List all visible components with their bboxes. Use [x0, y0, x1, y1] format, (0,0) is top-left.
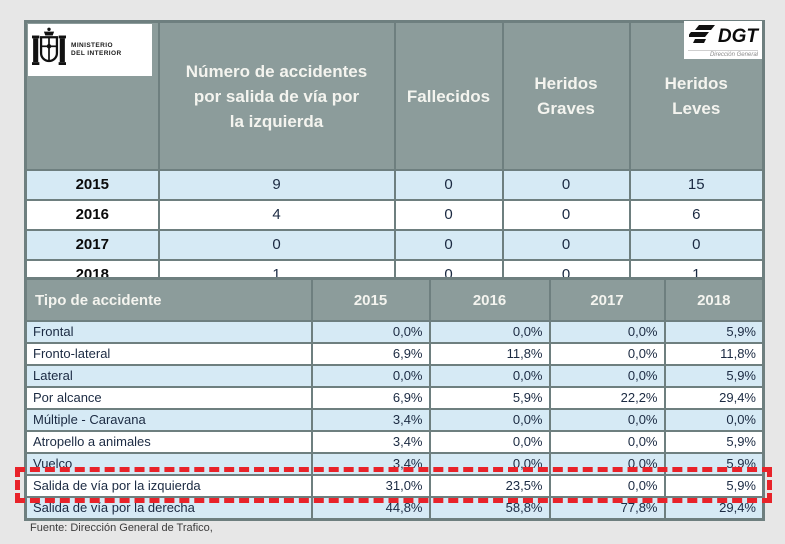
type-cell: Vuelco: [24, 452, 313, 476]
pct-cell: 5,9%: [663, 474, 765, 498]
value-cell: 0: [157, 229, 396, 261]
value-cell: 0: [501, 199, 631, 231]
pct-cell: 5,9%: [663, 364, 765, 388]
ministerio-interior-logo: MINISTERIO DEL INTERIOR: [28, 24, 152, 76]
t2-header-tipo: Tipo de accidente: [24, 277, 313, 322]
table-row: 2016 4 0 0 6: [24, 199, 765, 231]
pct-cell: 44,8%: [310, 496, 431, 521]
pct-cell: 0,0%: [548, 474, 666, 498]
table-row: 2015 9 0 0 15: [24, 169, 765, 201]
table-row: Frontal 0,0% 0,0% 0,0% 5,9%: [24, 320, 765, 344]
table-row: Lateral 0,0% 0,0% 0,0% 5,9%: [24, 364, 765, 388]
pct-cell: 0,0%: [548, 408, 666, 432]
accident-type-table: Tipo de accidente 2015 2016 2017 2018 Fr…: [24, 277, 765, 521]
value-cell: 0: [393, 229, 504, 261]
pct-cell: 77,8%: [548, 496, 666, 521]
pct-cell: 0,0%: [548, 320, 666, 344]
pct-cell: 0,0%: [428, 320, 551, 344]
pct-cell: 3,4%: [310, 408, 431, 432]
table-row: Vuelco 3,4% 0,0% 0,0% 5,9%: [24, 452, 765, 476]
pct-cell: 23,5%: [428, 474, 551, 498]
value-cell: 0: [628, 229, 765, 261]
pct-cell: 31,0%: [310, 474, 431, 498]
type-cell: Salida de vía por la derecha: [24, 496, 313, 521]
t2-header-2017: 2017: [548, 277, 666, 322]
type-cell: Frontal: [24, 320, 313, 344]
pct-cell: 0,0%: [310, 320, 431, 344]
pct-cell: 5,9%: [663, 320, 765, 344]
value-cell: 0: [393, 169, 504, 201]
pct-cell: 0,0%: [548, 364, 666, 388]
pct-cell: 11,8%: [428, 342, 551, 366]
pct-cell: 0,0%: [428, 430, 551, 454]
pct-cell: 0,0%: [548, 452, 666, 476]
dgt-subtitle: Dirección General: [688, 50, 758, 58]
dgt-wordmark: DGT: [717, 25, 758, 47]
pct-cell: 6,9%: [310, 386, 431, 410]
type-cell: Fronto-lateral: [24, 342, 313, 366]
table-row: Salida de vía por la derecha 44,8% 58,8%…: [24, 496, 765, 521]
spain-coat-of-arms-icon: [32, 27, 66, 74]
dgt-stripes-icon: [686, 24, 715, 49]
type-cell: Salida de vía por la izquierda: [24, 474, 313, 498]
pct-cell: 11,8%: [663, 342, 765, 366]
table-row: Por alcance 6,9% 5,9% 22,2% 29,4%: [24, 386, 765, 410]
table-row: 2017 0 0 0 0: [24, 229, 765, 261]
year-accidents-table: AÑO Número de accidentes por salida de v…: [24, 20, 765, 292]
type-cell: Por alcance: [24, 386, 313, 410]
pct-cell: 6,9%: [310, 342, 431, 366]
t2-header-2016: 2016: [428, 277, 551, 322]
pct-cell: 5,9%: [428, 386, 551, 410]
t1-header-fallecidos: Fallecidos: [393, 20, 504, 171]
type-cell: Lateral: [24, 364, 313, 388]
pct-cell: 58,8%: [428, 496, 551, 521]
year-cell: 2017: [24, 229, 160, 261]
pct-cell: 5,9%: [663, 452, 765, 476]
pct-cell: 29,4%: [663, 386, 765, 410]
table-row: Atropello a animales 3,4% 0,0% 0,0% 5,9%: [24, 430, 765, 454]
type-cell: Atropello a animales: [24, 430, 313, 454]
value-cell: 0: [501, 229, 631, 261]
table-row: Fronto-lateral 6,9% 11,8% 0,0% 11,8%: [24, 342, 765, 366]
t1-header-heridos-graves: Heridos Graves: [501, 20, 631, 171]
ministerio-interior-label: MINISTERIO DEL INTERIOR: [71, 42, 122, 57]
t2-header-2018: 2018: [663, 277, 765, 322]
pct-cell: 3,4%: [310, 452, 431, 476]
pct-cell: 29,4%: [663, 496, 765, 521]
pct-cell: 0,0%: [428, 452, 551, 476]
table-row: Múltiple - Caravana 3,4% 0,0% 0,0% 0,0%: [24, 408, 765, 432]
pct-cell: 0,0%: [663, 408, 765, 432]
year-cell: 2016: [24, 199, 160, 231]
pct-cell: 0,0%: [310, 364, 431, 388]
t2-header-2015: 2015: [310, 277, 431, 322]
pct-cell: 0,0%: [548, 342, 666, 366]
pct-cell: 0,0%: [428, 408, 551, 432]
pct-cell: 22,2%: [548, 386, 666, 410]
pct-cell: 5,9%: [663, 430, 765, 454]
value-cell: 6: [628, 199, 765, 231]
type-cell: Múltiple - Caravana: [24, 408, 313, 432]
pct-cell: 0,0%: [548, 430, 666, 454]
value-cell: 0: [501, 169, 631, 201]
value-cell: 15: [628, 169, 765, 201]
year-cell: 2015: [24, 169, 160, 201]
table-row-highlighted: Salida de vía por la izquierda 31,0% 23,…: [24, 474, 765, 498]
pct-cell: 0,0%: [428, 364, 551, 388]
dgt-logo: DGT Dirección General: [684, 21, 762, 59]
t1-header-num-accidentes: Número de accidentes por salida de vía p…: [157, 20, 396, 171]
value-cell: 0: [393, 199, 504, 231]
source-note: Fuente: Dirección General de Trafico,: [30, 522, 213, 534]
pct-cell: 3,4%: [310, 430, 431, 454]
value-cell: 9: [157, 169, 396, 201]
value-cell: 4: [157, 199, 396, 231]
